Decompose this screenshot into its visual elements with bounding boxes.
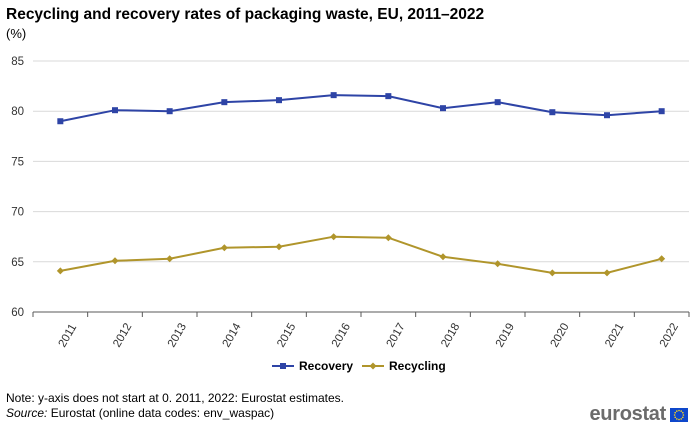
- y-tick-label: 75: [11, 156, 24, 168]
- x-tick-label-2021: 2021: [603, 321, 626, 349]
- recovery-point-2014: [221, 99, 228, 106]
- x-tick-label-2019: 2019: [494, 321, 517, 349]
- recycling-point-2018: [439, 253, 447, 261]
- recycling-point-2019: [494, 260, 502, 268]
- eurostat-logo: eurostat: [589, 403, 688, 426]
- recovery-point-2018: [440, 105, 446, 112]
- recovery-point-2016: [330, 92, 337, 99]
- x-tick-label-2018: 2018: [439, 321, 462, 349]
- legend-recycling-marker: [369, 362, 377, 370]
- x-tick-label-2012: 2012: [111, 321, 134, 349]
- x-tick-label-2020: 2020: [549, 321, 572, 349]
- x-tick-label-2015: 2015: [275, 321, 298, 349]
- recycling-point-2012: [111, 257, 119, 265]
- legend-recovery-marker: [280, 363, 286, 369]
- legend-recovery-label: Recovery: [299, 359, 353, 373]
- y-tick-label: 60: [11, 307, 24, 319]
- recycling-point-2017: [384, 234, 392, 242]
- footnote: Note: y-axis does not start at 0. 2011, …: [6, 391, 344, 405]
- recovery-point-2017: [385, 93, 392, 100]
- recovery-point-2021: [604, 112, 610, 119]
- recycling-point-2021: [603, 269, 611, 277]
- x-tick-label-2014: 2014: [221, 321, 244, 350]
- x-tick-label-2011: 2011: [57, 322, 80, 349]
- recovery-point-2020: [549, 109, 556, 116]
- line-chart: 60 65 70 75 80 85 2011 2012 2013 2014 2015 2016 2017…: [11, 56, 690, 373]
- recovery-point-2013: [166, 108, 173, 115]
- recycling-point-2013: [166, 255, 174, 263]
- source-line: Source: Eurostat (online data codes: env…: [6, 405, 274, 421]
- recovery-series-line: [60, 94, 662, 123]
- chart-title: Recycling and recovery rates of packagin…: [6, 6, 485, 23]
- source-text: Eurostat (online data codes: env_waspac): [47, 406, 275, 420]
- y-tick-label: 65: [11, 257, 24, 269]
- y-tick-label: 85: [11, 56, 24, 68]
- recovery-point-2011: [57, 118, 64, 125]
- recovery-point-2022: [658, 108, 665, 115]
- recycling-point-2014: [220, 244, 228, 252]
- recycling-point-2015: [275, 243, 283, 251]
- x-tick-label-2016: 2016: [330, 321, 353, 349]
- logo-text: eurostat: [589, 403, 666, 425]
- legend-recycling-label: Recycling: [389, 359, 446, 373]
- x-tick-label-2022: 2022: [658, 321, 681, 349]
- recycling-point-2011: [56, 267, 64, 275]
- eu-flag-icon: [670, 407, 688, 422]
- source-label: Source:: [6, 406, 48, 420]
- recycling-point-2022: [658, 255, 666, 263]
- recycling-point-2016: [330, 233, 338, 241]
- recovery-point-2015: [276, 97, 282, 104]
- x-tick-label-2017: 2017: [385, 321, 408, 349]
- recovery-point-2019: [494, 99, 501, 106]
- x-tick-label-2013: 2013: [166, 321, 189, 349]
- unit-label: (%): [6, 26, 27, 41]
- y-tick-label: 80: [11, 106, 24, 118]
- recovery-point-2012: [112, 107, 118, 114]
- y-tick-label: 70: [11, 207, 24, 219]
- recycling-point-2020: [548, 269, 556, 277]
- recycling-series-line: [60, 235, 662, 274]
